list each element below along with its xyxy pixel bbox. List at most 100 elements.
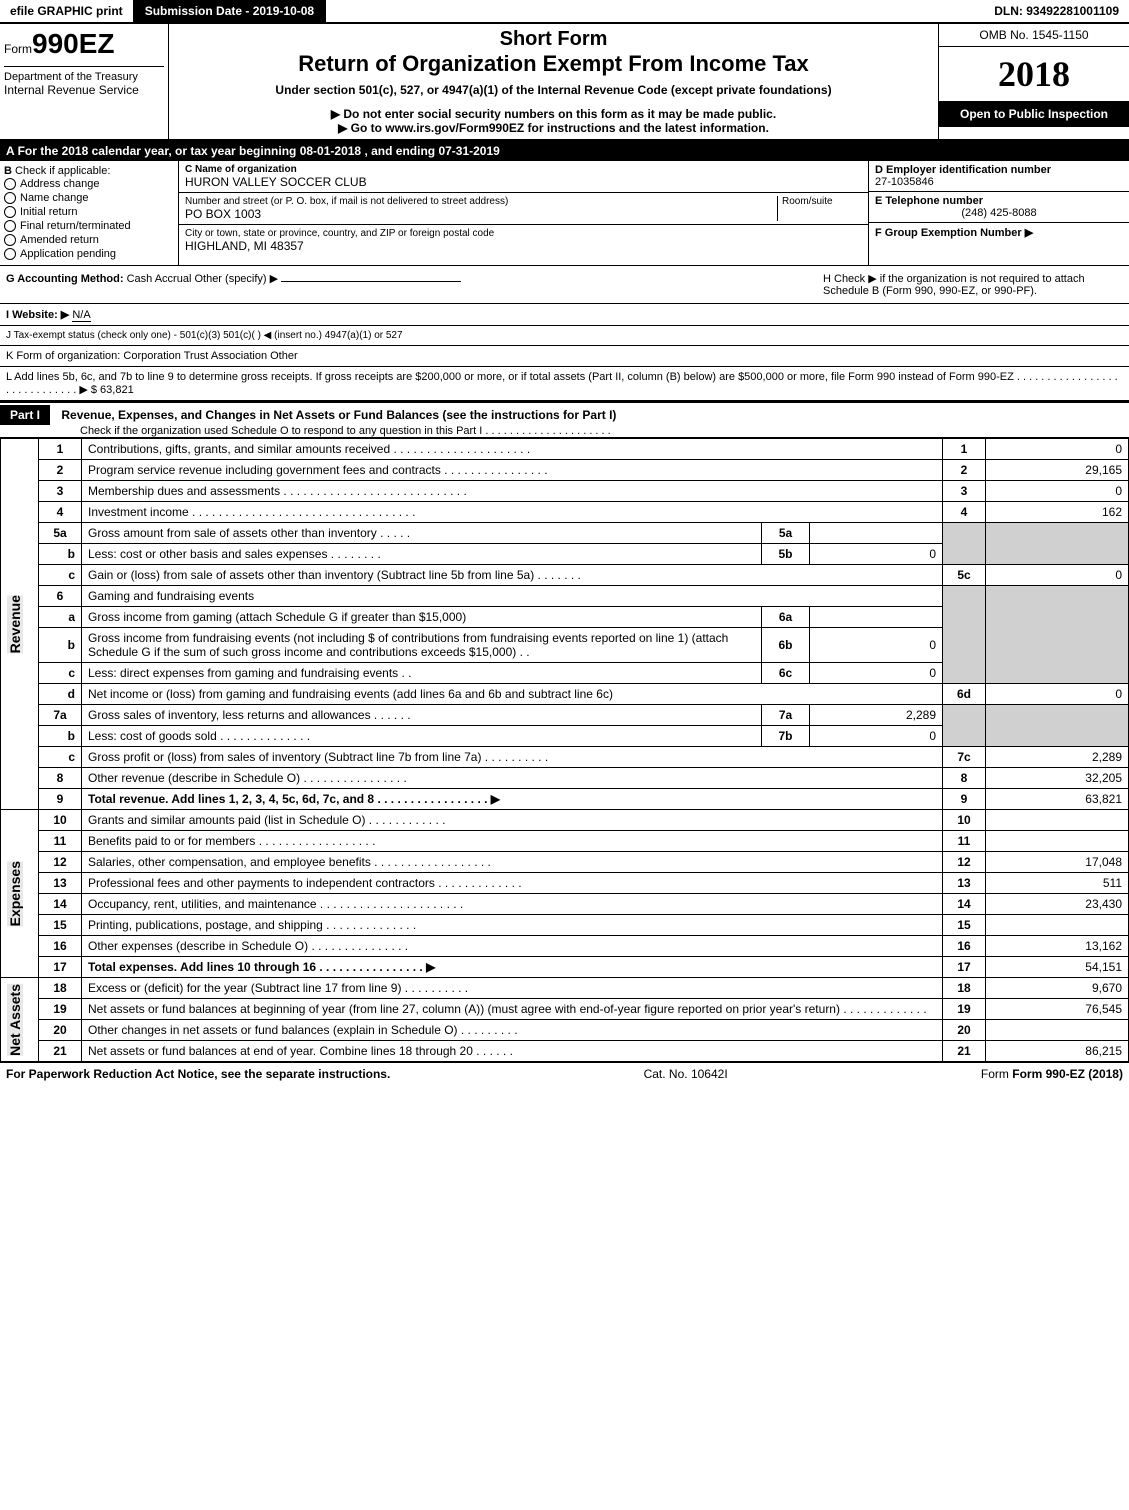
dln-label: DLN: 93492281001109 — [984, 0, 1129, 22]
l-text: L Add lines 5b, 6c, and 7b to line 9 to … — [6, 371, 1118, 396]
short-form-title: Short Form — [173, 28, 934, 51]
line-4-desc: Investment income . . . . . . . . . . . … — [82, 502, 943, 523]
line-6c-ibox: 6c — [762, 663, 810, 684]
line-5c-amt: 0 — [986, 565, 1129, 586]
line-3-desc: Membership dues and assessments . . . . … — [82, 481, 943, 502]
line-21-num: 21 — [39, 1041, 82, 1062]
line-7c-amt: 2,289 — [986, 747, 1129, 768]
line-9-num: 9 — [39, 789, 82, 810]
form-prefix: Form — [4, 42, 32, 56]
line-17-num: 17 — [39, 957, 82, 978]
line-20-num: 20 — [39, 1020, 82, 1041]
line-13-box: 13 — [943, 873, 986, 894]
line-1-box: 1 — [943, 439, 986, 460]
checkbox-final-return[interactable] — [4, 220, 16, 232]
box-b-prefix: B — [4, 165, 12, 177]
room-suite-label: Room/suite — [777, 196, 862, 221]
row-j: J Tax-exempt status (check only one) - 5… — [0, 326, 1129, 346]
goto-link[interactable]: ▶ Go to www.irs.gov/Form990EZ for instru… — [173, 121, 934, 135]
row-l: L Add lines 5b, 6c, and 7b to line 9 to … — [0, 367, 1129, 401]
h-label: H Check ▶ if the organization is not req… — [823, 272, 1123, 297]
line-19-num: 19 — [39, 999, 82, 1020]
g-other-input[interactable] — [281, 281, 461, 282]
line-14-box: 14 — [943, 894, 986, 915]
line-21-desc: Net assets or fund balances at end of ye… — [82, 1041, 943, 1062]
line-6c-num: c — [39, 663, 82, 684]
line-19-amt: 76,545 — [986, 999, 1129, 1020]
line-15-box: 15 — [943, 915, 986, 936]
line-15-desc: Printing, publications, postage, and shi… — [82, 915, 943, 936]
g-options: Cash Accrual Other (specify) ▶ — [127, 273, 279, 285]
checkbox-initial-return[interactable] — [4, 206, 16, 218]
org-info-block: B Check if applicable: Address change Na… — [0, 161, 1129, 266]
line-3-num: 3 — [39, 481, 82, 502]
line-6b-num: b — [39, 628, 82, 663]
line-13-num: 13 — [39, 873, 82, 894]
city-value: HIGHLAND, MI 48357 — [185, 239, 862, 253]
line-1-num: 1 — [39, 439, 82, 460]
line-7a-iamt: 2,289 — [810, 705, 943, 726]
line-5a-ibox: 5a — [762, 523, 810, 544]
form-header: Form990EZ Department of the Treasury Int… — [0, 24, 1129, 141]
box-f-label: F Group Exemption Number ▶ — [875, 226, 1123, 239]
street-value: PO BOX 1003 — [185, 207, 777, 221]
line-6a-desc: Gross income from gaming (attach Schedul… — [82, 607, 762, 628]
line-8-num: 8 — [39, 768, 82, 789]
line-6-desc: Gaming and fundraising events — [82, 586, 943, 607]
line-9-box: 9 — [943, 789, 986, 810]
line-17-amt: 54,151 — [986, 957, 1129, 978]
line-a-mid: , and ending — [364, 144, 438, 158]
line-5b-desc: Less: cost or other basis and sales expe… — [82, 544, 762, 565]
org-name: HURON VALLEY SOCCER CLUB — [185, 175, 862, 189]
line-11-box: 11 — [943, 831, 986, 852]
submission-date-button[interactable]: Submission Date - 2019-10-08 — [135, 0, 326, 22]
line-17-desc: Total expenses. Add lines 10 through 16 … — [82, 957, 943, 978]
line-6b-iamt: 0 — [810, 628, 943, 663]
part-i-title: Revenue, Expenses, and Changes in Net As… — [53, 408, 616, 422]
line-2-num: 2 — [39, 460, 82, 481]
line-21-amt: 86,215 — [986, 1041, 1129, 1062]
cb-label-5: Application pending — [20, 248, 116, 260]
box-b-label: Check if applicable: — [15, 165, 110, 177]
box-d-label: D Employer identification number — [875, 164, 1123, 176]
line-7c-box: 7c — [943, 747, 986, 768]
line-20-amt — [986, 1020, 1129, 1041]
line-16-desc: Other expenses (describe in Schedule O) … — [82, 936, 943, 957]
tax-year: 2018 — [939, 47, 1129, 101]
line-1-amt: 0 — [986, 439, 1129, 460]
checkbox-name-change[interactable] — [4, 192, 16, 204]
line-6-shade-amt — [986, 586, 1129, 684]
line-8-box: 8 — [943, 768, 986, 789]
section-netassets-label: Net Assets — [7, 984, 23, 1056]
line-6a-num: a — [39, 607, 82, 628]
line-8-desc: Other revenue (describe in Schedule O) .… — [82, 768, 943, 789]
line-6d-amt: 0 — [986, 684, 1129, 705]
city-label: City or town, state or province, country… — [185, 228, 862, 239]
checkbox-amended[interactable] — [4, 234, 16, 246]
line-16-box: 16 — [943, 936, 986, 957]
line-1-desc: Contributions, gifts, grants, and simila… — [82, 439, 943, 460]
cb-label-0: Address change — [20, 178, 100, 190]
line-17-box: 17 — [943, 957, 986, 978]
line-12-desc: Salaries, other compensation, and employ… — [82, 852, 943, 873]
checkbox-address-change[interactable] — [4, 178, 16, 190]
footer-left: For Paperwork Reduction Act Notice, see … — [6, 1067, 390, 1081]
line-18-num: 18 — [39, 978, 82, 999]
section-revenue-label: Revenue — [7, 595, 23, 653]
cb-label-1: Name change — [20, 192, 89, 204]
line-6b-ibox: 6b — [762, 628, 810, 663]
open-public-inspection: Open to Public Inspection — [939, 101, 1129, 127]
line-2-box: 2 — [943, 460, 986, 481]
line-14-amt: 23,430 — [986, 894, 1129, 915]
form-title: Return of Organization Exempt From Incom… — [173, 51, 934, 77]
line-5a-num: 5a — [39, 523, 82, 544]
footer-center: Cat. No. 10642I — [644, 1067, 728, 1081]
line-a-begin: 08-01-2018 — [300, 144, 361, 158]
cb-label-2: Initial return — [20, 206, 77, 218]
line-5a-desc: Gross amount from sale of assets other t… — [82, 523, 762, 544]
line-3-box: 3 — [943, 481, 986, 502]
line-7c-num: c — [39, 747, 82, 768]
checkbox-pending[interactable] — [4, 248, 16, 260]
line-20-box: 20 — [943, 1020, 986, 1041]
line-5ab-shade — [943, 523, 986, 565]
